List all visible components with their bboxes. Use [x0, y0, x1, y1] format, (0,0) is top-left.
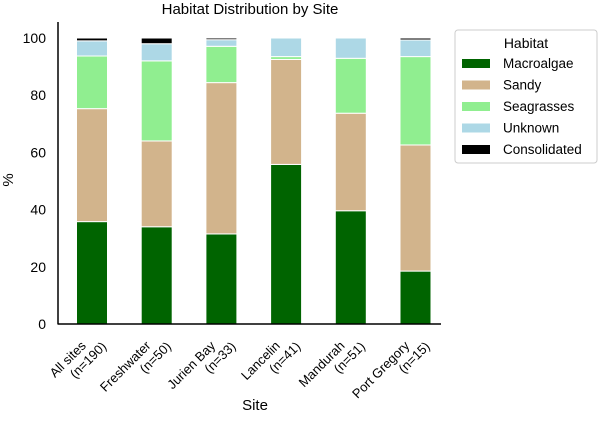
bar-segment-seagrasses [334, 57, 367, 114]
chart-title: Habitat Distribution by Site [162, 1, 339, 18]
bar-segment-sandy [399, 144, 432, 272]
y-axis-label: % [0, 173, 17, 186]
legend-swatch [462, 80, 490, 90]
bar-segment-macroalgae [205, 233, 238, 325]
legend-label: Seagrasses [503, 99, 575, 114]
legend-label: Macroalgae [503, 56, 574, 71]
y-tick-label: 60 [30, 144, 46, 160]
legend-swatch [462, 145, 490, 154]
x-tick-label-text: Port Gregory(n=15) [349, 328, 433, 412]
bar-segment-consolidated [140, 37, 173, 45]
bar-segment-macroalgae [270, 163, 303, 325]
legend-label: Sandy [503, 78, 542, 93]
bar-segment-sandy [334, 112, 367, 212]
x-tick-label: Port Gregory(n=15) [349, 328, 433, 412]
bar-segment-seagrasses [76, 55, 108, 110]
x-tick-label-text: Lancelin(n=41) [238, 328, 303, 393]
y-tick-label: 0 [38, 316, 46, 332]
x-tick-label-text: Jurien Bay(n=33) [164, 328, 239, 403]
x-tick-label: Jurien Bay(n=33) [164, 328, 239, 403]
legend-swatch [462, 123, 490, 133]
legend-swatch [462, 59, 490, 68]
y-tick-label: 20 [30, 259, 46, 275]
bar-segment-unknown [76, 40, 108, 57]
legend-box [454, 29, 598, 164]
bar-segment-sandy [205, 82, 238, 235]
bar-segment-macroalgae [140, 226, 173, 325]
bar-segment-consolidated [76, 37, 108, 42]
bar-segment-sandy [140, 140, 173, 228]
x-axis-label: Site [242, 397, 268, 414]
legend-title: Habitat [504, 35, 548, 51]
y-tick-label: 80 [30, 87, 46, 103]
legend-label: Unknown [503, 121, 559, 136]
bar-segment-seagrasses [399, 56, 432, 146]
bar-segment-unknown [270, 37, 303, 58]
bar-segment-unknown [205, 39, 238, 47]
bar-segment-seagrasses [140, 60, 173, 142]
bar-segment-unknown [140, 43, 173, 62]
y-tick-label: 100 [23, 30, 47, 46]
legend-label: Consolidated [503, 142, 582, 157]
x-tick-label-text: Freshwater(n=50) [97, 328, 174, 405]
legend: Habitat Macroalgae Sandy Seagrasses Unknown… [454, 29, 598, 164]
bar-segment-sandy [270, 58, 303, 165]
bar-segment-consolidated [205, 37, 238, 41]
bar-segment-seagrasses [205, 45, 238, 84]
bar-segment-macroalgae [76, 221, 108, 325]
x-tick-label: Lancelin(n=41) [238, 328, 303, 393]
bar-segment-macroalgae [399, 270, 432, 325]
bar-segment-macroalgae [334, 210, 367, 325]
y-tick-label: 40 [30, 202, 46, 218]
bar-segment-unknown [399, 39, 432, 58]
bar-segment-sandy [76, 108, 108, 223]
legend-swatch [462, 102, 490, 111]
bar-segment-unknown [334, 37, 367, 59]
x-tick-label: Freshwater(n=50) [97, 328, 174, 405]
bar-segment-consolidated [399, 37, 432, 41]
